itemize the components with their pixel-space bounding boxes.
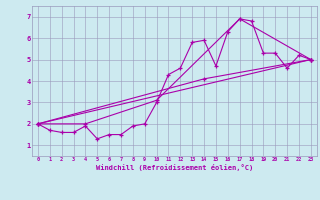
X-axis label: Windchill (Refroidissement éolien,°C): Windchill (Refroidissement éolien,°C) [96, 164, 253, 171]
